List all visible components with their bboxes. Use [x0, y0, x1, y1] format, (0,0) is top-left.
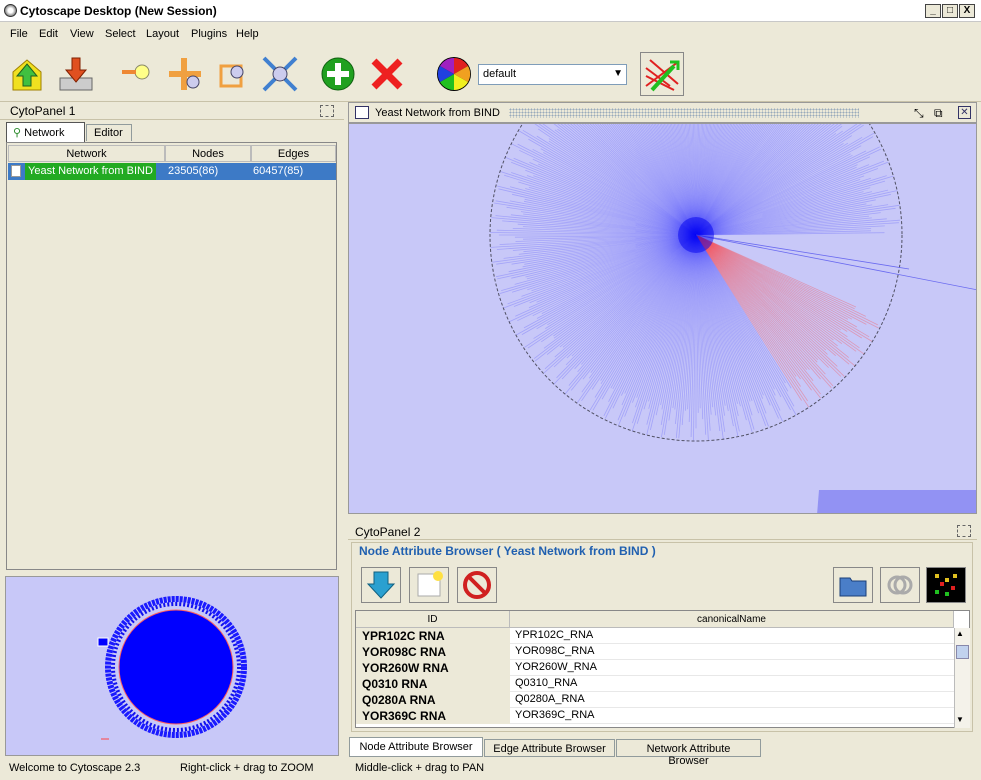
chevron-down-icon: ▼ — [613, 68, 623, 79]
network-view-title: Yeast Network from BIND — [375, 107, 500, 119]
cytopanel-1-header: CytoPanel 1 — [0, 102, 344, 120]
network-tree-icon: ⚲ — [13, 127, 22, 139]
minimize-button[interactable]: _ — [925, 4, 941, 18]
zoom-in-icon[interactable] — [165, 54, 205, 94]
visual-style-dropdown[interactable]: default ▼ — [478, 64, 627, 85]
col-canonical-name[interactable]: canonicalName — [510, 611, 954, 628]
float-panel-icon[interactable] — [957, 525, 971, 537]
close-button[interactable]: X — [959, 4, 975, 18]
menu-plugins[interactable]: Plugins — [191, 28, 228, 40]
birds-eye-view[interactable] — [5, 576, 339, 756]
select-attributes-button[interactable] — [361, 567, 401, 603]
menu-file[interactable]: File — [10, 28, 28, 40]
minimize-view-icon[interactable]: ⤡ — [914, 106, 924, 120]
menu-help[interactable]: Help — [236, 28, 259, 40]
row-canonical-name: YPR102C_RNA — [515, 629, 594, 641]
tab-network-label: Network — [24, 127, 65, 139]
save-session-icon[interactable] — [56, 54, 96, 94]
col-id[interactable]: ID — [356, 611, 510, 628]
tab-editor-label: Editor — [94, 127, 123, 139]
attribute-browser-title: Node Attribute Browser ( Yeast Network f… — [357, 544, 658, 558]
status-pan-hint: Middle-click + drag to PAN — [355, 762, 485, 774]
scroll-thumb[interactable] — [956, 645, 969, 659]
menu-edit[interactable]: Edit — [39, 28, 58, 40]
tab-network-attribute-browser[interactable]: Network Attribute Browser — [616, 739, 761, 767]
add-icon[interactable] — [318, 54, 358, 94]
col-edges[interactable]: Edges — [251, 145, 336, 162]
heatmap-button[interactable] — [926, 567, 966, 603]
network-panel — [6, 142, 337, 570]
header-grip — [509, 108, 859, 118]
vizmapper-icon[interactable] — [434, 54, 474, 94]
row-canonical-name: Q0310_RNA — [515, 677, 578, 689]
menu-view[interactable]: View — [70, 28, 94, 40]
row-canonical-name: Q0280A_RNA — [515, 693, 585, 705]
tab-node-attribute-browser[interactable]: Node Attribute Browser — [349, 737, 483, 757]
network-view-header: Yeast Network from BIND ⤡ ⧉ ✕ — [348, 102, 977, 123]
row-id: YOR260W RNA — [356, 660, 510, 676]
menu-select[interactable]: Select — [105, 28, 136, 40]
table-row[interactable]: YOR260W RNA YOR260W_RNA — [356, 660, 954, 676]
table-row[interactable]: Q0280A RNA Q0280A_RNA — [356, 692, 954, 708]
row-id: Q0310 RNA — [356, 676, 510, 692]
row-canonical-name: YOR098C_RNA — [515, 645, 595, 657]
title-bar: Cytoscape Desktop (New Session) _ □ X — [0, 0, 981, 22]
table-row[interactable]: Yeast Network from BIND 23505(86) 60457(… — [8, 163, 336, 180]
zoom-selected-icon[interactable] — [213, 54, 253, 94]
window-title: Cytoscape Desktop (New Session) — [20, 4, 217, 18]
table-row[interactable]: YPR102C RNA YPR102C_RNA — [356, 628, 954, 644]
table-row[interactable]: YOR369C RNA YOR369C_RNA — [356, 708, 954, 724]
delete-icon[interactable] — [367, 54, 407, 94]
row-id: YOR098C RNA — [356, 644, 510, 660]
status-bar: Welcome to Cytoscape 2.3 Right-click + d… — [0, 760, 981, 780]
col-network[interactable]: Network — [8, 145, 165, 162]
close-view-icon[interactable]: ✕ — [958, 106, 971, 119]
open-session-icon[interactable] — [7, 54, 47, 94]
network-doc-icon — [11, 165, 21, 177]
edges-cell: 60457(85) — [253, 165, 304, 177]
tab-edge-attribute-browser[interactable]: Edge Attribute Browser — [484, 739, 615, 757]
internal-frame-icon — [355, 106, 369, 119]
tab-editor[interactable]: Editor — [86, 124, 132, 141]
float-panel-icon[interactable] — [320, 105, 334, 117]
scroll-up-icon[interactable]: ▲ — [956, 629, 964, 638]
attribute-table: ID canonicalName YPR102C RNA YPR102C_RNA … — [355, 610, 970, 728]
table-row[interactable]: Q0310 RNA Q0310_RNA — [356, 676, 954, 692]
restore-view-icon[interactable]: ⧉ — [934, 106, 943, 120]
maximize-button[interactable]: □ — [942, 4, 958, 18]
layout-icon[interactable] — [640, 52, 684, 96]
import-attributes-button[interactable] — [833, 567, 873, 603]
status-zoom-hint: Right-click + drag to ZOOM — [180, 762, 314, 774]
cytopanel-2-title: CytoPanel 2 — [355, 525, 421, 539]
zoom-icon[interactable] — [116, 54, 156, 94]
table-row[interactable]: YOR098C RNA YOR098C_RNA — [356, 644, 954, 660]
delete-attribute-button[interactable] — [457, 567, 497, 603]
vertical-scrollbar[interactable]: ▲ ▼ — [954, 628, 970, 728]
row-id: YOR369C RNA — [356, 708, 510, 724]
cytopanel-2-header: CytoPanel 2 — [348, 522, 977, 540]
tab-network[interactable]: ⚲ Network — [6, 122, 85, 142]
row-canonical-name: YOR369C_RNA — [515, 709, 595, 721]
toolbar: default ▼ — [0, 46, 981, 102]
new-attribute-button[interactable] — [409, 567, 449, 603]
network-graph — [489, 124, 976, 513]
scroll-down-icon[interactable]: ▼ — [956, 715, 964, 724]
zoom-fit-icon[interactable] — [260, 54, 300, 94]
link-attributes-button[interactable] — [880, 567, 920, 603]
row-id: YPR102C RNA — [356, 628, 510, 644]
nodes-cell: 23505(86) — [168, 165, 219, 177]
menu-layout[interactable]: Layout — [146, 28, 180, 40]
network-name-cell: Yeast Network from BIND — [25, 163, 156, 180]
row-id: Q0280A RNA — [356, 692, 510, 708]
col-nodes[interactable]: Nodes — [165, 145, 251, 162]
cytoscape-app-icon — [4, 4, 17, 17]
node-attribute-browser — [351, 542, 973, 732]
status-welcome: Welcome to Cytoscape 2.3 — [9, 762, 141, 774]
row-canonical-name: YOR260W_RNA — [515, 661, 597, 673]
cytopanel-1-title: CytoPanel 1 — [10, 104, 76, 118]
visual-style-value: default — [483, 68, 517, 80]
network-canvas[interactable] — [348, 123, 977, 514]
menu-bar: File Edit View Select Layout Plugins Hel… — [0, 23, 981, 45]
